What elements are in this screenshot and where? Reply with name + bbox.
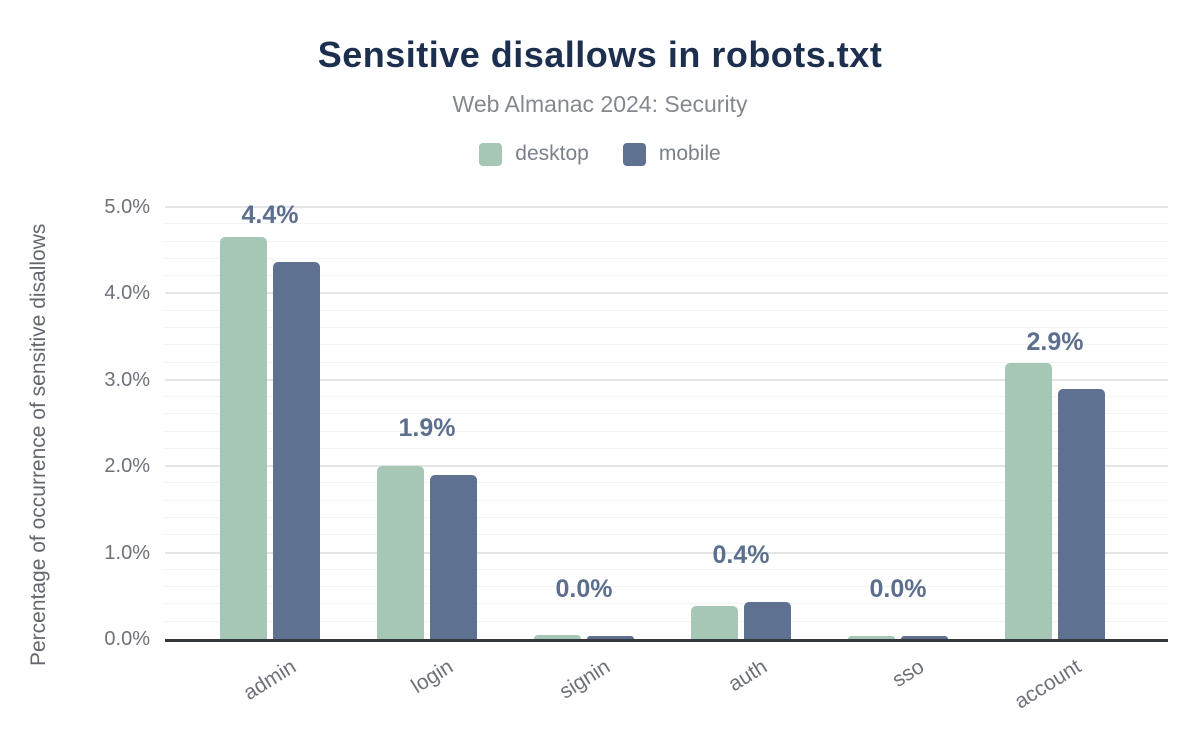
minor-gridline — [165, 223, 1168, 225]
data-label-login: 1.9% — [398, 413, 456, 442]
minor-gridline — [165, 326, 1168, 328]
minor-gridline — [165, 309, 1168, 311]
data-label-auth: 0.4% — [712, 540, 770, 569]
minor-gridline — [165, 413, 1168, 415]
x-axis-line — [165, 639, 1168, 642]
major-gridline — [165, 378, 1168, 381]
minor-gridline — [165, 257, 1168, 259]
y-tick-label: 4.0% — [104, 282, 150, 305]
plot-area: 0.0% 1.0% 2.0% 3.0% 4.0% 5.0% 4.4% admin 1.9% log… — [104, 196, 1168, 713]
y-tick-label: 5.0% — [104, 196, 150, 218]
minor-gridline — [165, 517, 1168, 519]
major-gridline — [165, 551, 1168, 554]
minor-gridline — [165, 240, 1168, 242]
bar-desktop-auth — [691, 606, 738, 639]
bar-mobile-account — [1058, 389, 1105, 639]
y-tick-label: 3.0% — [104, 368, 150, 391]
chart-title: Sensitive disallows in robots.txt — [317, 34, 883, 75]
y-tick-label: 1.0% — [104, 541, 150, 564]
y-axis-title: Percentage of occurrence of sensitive di… — [27, 223, 50, 667]
x-axis-label-account: account — [1010, 655, 1086, 714]
minor-gridline — [165, 275, 1168, 277]
y-tick-label: 0.0% — [104, 628, 150, 650]
bar-desktop-signin — [534, 634, 581, 639]
minor-gridline — [165, 447, 1168, 449]
minor-gridline — [165, 586, 1168, 588]
minor-gridline — [165, 603, 1168, 605]
legend-label-desktop: desktop — [515, 142, 589, 165]
data-label-signin: 0.0% — [555, 575, 613, 604]
x-axis-label-signin: signin — [555, 655, 615, 704]
bar-desktop-admin — [220, 237, 267, 639]
legend-item-desktop[interactable]: desktop — [479, 142, 589, 166]
bar-mobile-signin — [587, 636, 634, 639]
bar-mobile-login — [430, 474, 477, 639]
bar-desktop-account — [1005, 362, 1052, 639]
major-gridline — [165, 465, 1168, 468]
legend-label-mobile: mobile — [658, 142, 721, 165]
minor-gridline — [165, 482, 1168, 484]
y-tick-label: 2.0% — [104, 455, 150, 478]
bar-mobile-sso — [901, 636, 948, 639]
minor-gridline — [165, 568, 1168, 570]
major-gridline — [165, 206, 1168, 208]
legend-swatch-desktop — [479, 142, 503, 166]
x-axis-label-auth: auth — [724, 655, 772, 697]
minor-gridline — [165, 620, 1168, 622]
legend-swatch-mobile — [622, 142, 646, 166]
bar-mobile-auth — [744, 601, 791, 639]
major-gridline — [165, 292, 1168, 295]
legend-item-mobile[interactable]: mobile — [622, 142, 721, 166]
minor-gridline — [165, 361, 1168, 363]
data-label-account: 2.9% — [1026, 328, 1084, 357]
chart-subtitle: Web Almanac 2024: Security — [452, 91, 748, 117]
bar-mobile-admin — [273, 262, 320, 639]
bar-desktop-sso — [848, 635, 895, 639]
bar-desktop-login — [377, 466, 424, 639]
x-axis-label-sso: sso — [888, 655, 929, 692]
data-label-admin: 4.4% — [241, 201, 299, 230]
minor-gridline — [165, 344, 1168, 346]
x-axis-label-admin: admin — [239, 655, 301, 705]
minor-gridline — [165, 534, 1168, 536]
x-axis-label-login: login — [407, 655, 458, 699]
legend: desktop mobile — [0, 142, 1200, 166]
minor-gridline — [165, 396, 1168, 398]
data-label-sso: 0.0% — [869, 575, 927, 604]
minor-gridline — [165, 499, 1168, 501]
minor-gridline — [165, 430, 1168, 432]
